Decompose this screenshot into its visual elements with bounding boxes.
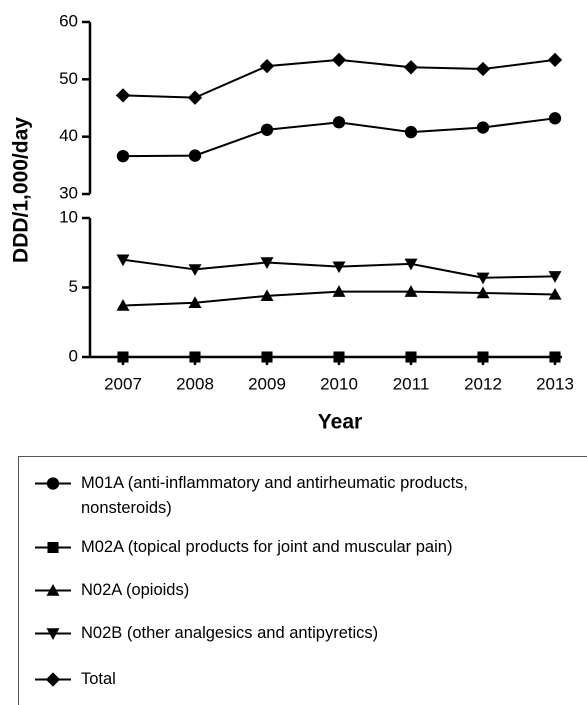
x-tick-label: 2009: [248, 374, 286, 393]
marker: [548, 287, 562, 300]
marker: [332, 261, 346, 274]
legend-item: M01A (anti-inflammatory and antirheumati…: [33, 471, 573, 521]
marker: [188, 264, 202, 276]
legend-label: M01A (anti-inflammatory and antirheumati…: [81, 474, 469, 517]
legend-icon: [35, 541, 71, 554]
marker: [188, 149, 202, 162]
marker: [261, 351, 273, 363]
legend-label: Total: [81, 670, 116, 688]
y-tick-label: 10: [59, 207, 78, 226]
marker: [476, 286, 490, 299]
legend-label: N02A (opioids): [81, 581, 190, 599]
legend-icon: [35, 477, 71, 490]
marker: [115, 88, 131, 103]
x-tick-label: 2012: [464, 374, 502, 393]
marker: [47, 541, 59, 554]
marker: [405, 351, 417, 363]
legend-item: N02A (opioids): [33, 578, 573, 603]
marker: [548, 271, 562, 283]
y-tick-label: 30: [59, 183, 78, 202]
legend-item: Total: [33, 667, 573, 692]
marker: [116, 299, 130, 311]
marker: [259, 58, 275, 74]
marker: [188, 296, 202, 308]
y-tick-label: 5: [69, 277, 78, 296]
marker: [117, 351, 129, 363]
legend-icon: [35, 628, 71, 640]
marker: [189, 351, 201, 363]
legend: M01A (anti-inflammatory and antirheumati…: [18, 456, 587, 705]
marker: [404, 258, 418, 271]
marker: [333, 351, 345, 363]
marker: [548, 112, 562, 125]
x-tick-label: 2008: [176, 374, 214, 393]
marker: [260, 123, 274, 136]
marker: [332, 116, 346, 129]
y-tick-label: 60: [59, 11, 78, 30]
legend-label: M02A (topical products for joint and mus…: [81, 538, 453, 556]
marker: [187, 90, 203, 105]
marker: [260, 257, 274, 269]
marker: [46, 584, 60, 596]
x-tick-label: 2010: [320, 374, 358, 393]
x-tick-label: 2013: [536, 374, 574, 393]
chart: Year DDD/1,000/day 0 5 10 30 40 50 60 2007 2008 2…: [10, 11, 574, 434]
marker: [404, 125, 418, 139]
marker: [46, 628, 60, 640]
x-tick-label: 2007: [104, 374, 142, 393]
marker: [260, 289, 274, 302]
x-axis-label: Year: [318, 411, 362, 434]
marker: [404, 285, 418, 297]
x-tick-label: 2011: [393, 374, 430, 393]
marker: [403, 60, 419, 75]
marker: [476, 121, 490, 134]
marker: [477, 351, 489, 363]
marker: [116, 149, 130, 163]
marker: [475, 61, 491, 77]
marker: [547, 52, 563, 67]
marker: [331, 52, 347, 67]
legend-item: M02A (topical products for joint and mus…: [33, 535, 573, 560]
marker: [46, 477, 60, 490]
y-tick-label: 50: [59, 69, 78, 88]
y-tick-label: 40: [59, 126, 78, 145]
legend-icon: [35, 584, 71, 596]
legend-icon: [35, 672, 71, 687]
legend-label: N02B (other analgesics and antipyretics): [81, 624, 379, 642]
y-axis-label: DDD/1,000/day: [10, 117, 33, 263]
y-tick-label: 0: [69, 346, 78, 365]
legend-item: N02B (other analgesics and antipyretics): [33, 621, 573, 646]
marker: [116, 254, 130, 267]
marker: [45, 672, 61, 687]
marker: [332, 285, 346, 297]
marker: [476, 272, 490, 285]
marker: [549, 351, 561, 363]
